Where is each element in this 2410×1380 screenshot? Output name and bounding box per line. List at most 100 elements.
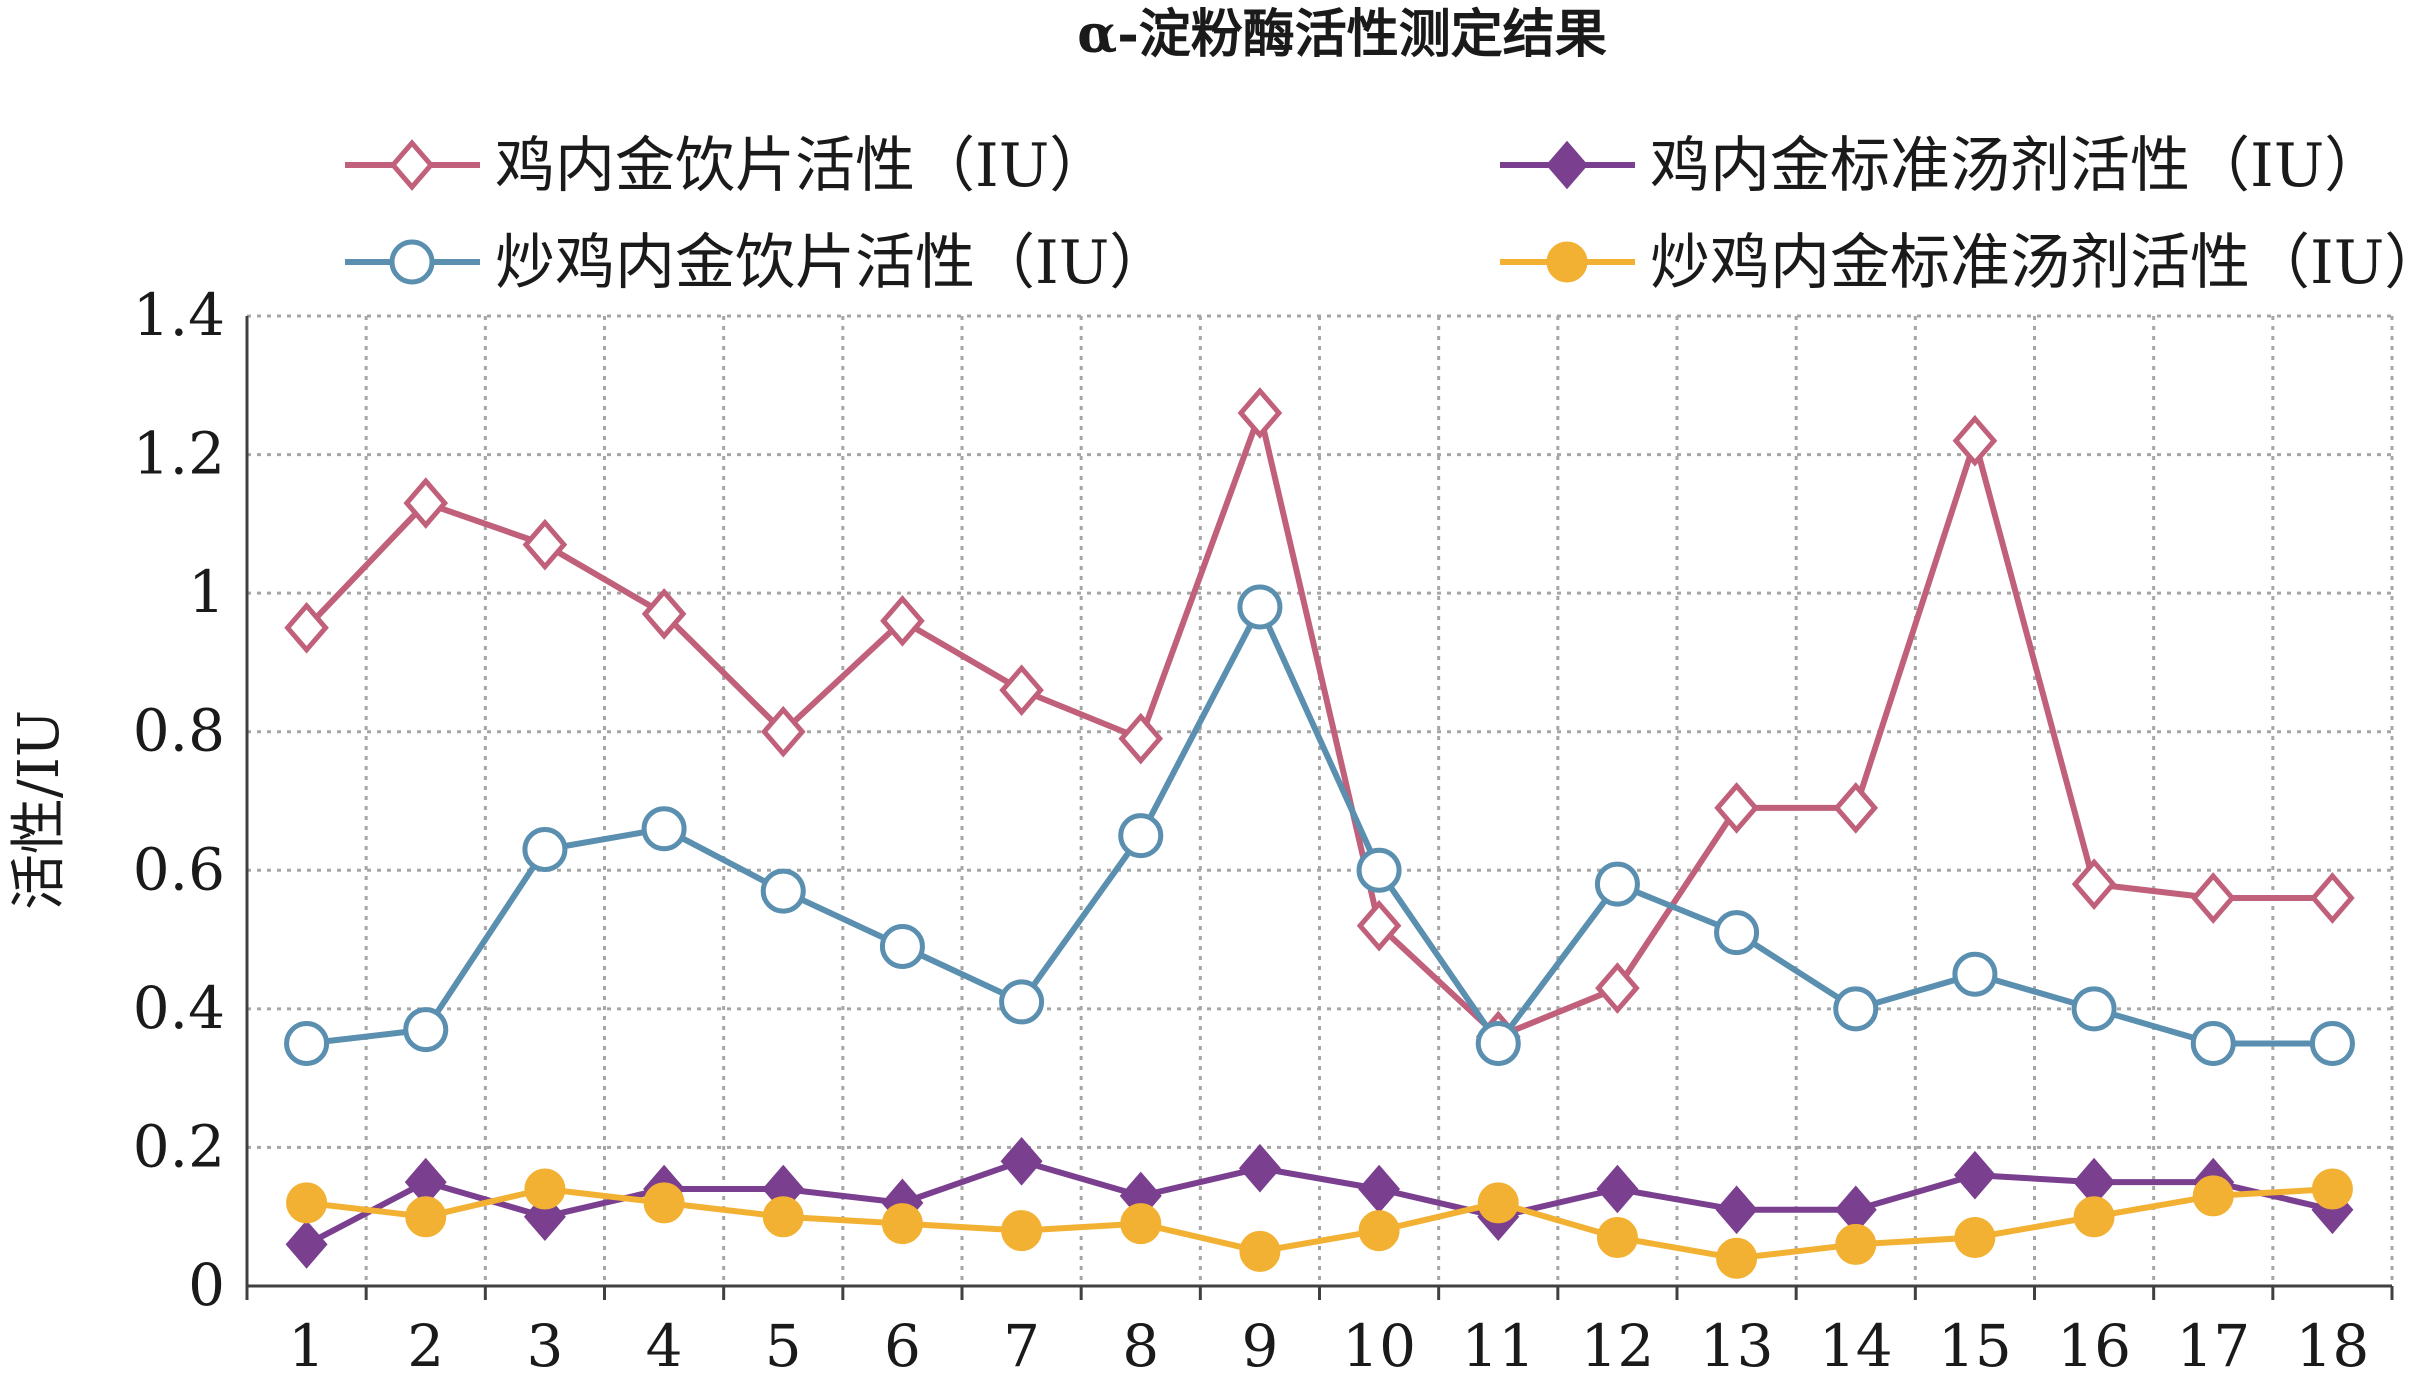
- y-tick-label: 0: [188, 1251, 225, 1319]
- x-tick-label: 7: [1003, 1312, 1040, 1380]
- data-point: [1475, 1021, 1521, 1066]
- data-point: [1000, 1136, 1043, 1186]
- data-point: [2190, 1021, 2236, 1066]
- legend-marker: [389, 139, 435, 191]
- series-4: [286, 1168, 2353, 1279]
- legend-item: 炒鸡内金饮片活性（IU）: [345, 228, 1169, 298]
- data-point: [284, 601, 329, 654]
- data-point: [999, 664, 1044, 716]
- x-tick-label: 17: [2176, 1312, 2250, 1380]
- data-point: [2310, 872, 2355, 924]
- data-point: [1118, 712, 1164, 765]
- data-point: [1358, 1210, 1400, 1252]
- data-point: [1239, 1230, 1281, 1272]
- data-point: [2073, 1196, 2115, 1238]
- data-point: [403, 1007, 449, 1053]
- data-point: [643, 1182, 685, 1224]
- y-tick-label: 0.8: [133, 697, 225, 765]
- data-point: [524, 1168, 566, 1210]
- legend-item: 鸡内金饮片活性（IU）: [345, 131, 1109, 201]
- data-point: [1001, 1210, 1043, 1252]
- data-point: [999, 979, 1045, 1025]
- data-point: [1714, 782, 1759, 834]
- data-point: [1954, 1217, 1996, 1258]
- data-point: [286, 1182, 328, 1224]
- data-point: [1595, 962, 1640, 1014]
- x-tick-label: 8: [1122, 1312, 1159, 1380]
- legend-marker: [1546, 241, 1588, 283]
- legend-label: 鸡内金饮片活性（IU）: [495, 131, 1109, 201]
- y-tick-label: 0.4: [133, 974, 225, 1042]
- y-tick-label: 0.6: [133, 835, 225, 903]
- x-tick-label: 3: [526, 1312, 563, 1380]
- data-point: [1596, 1217, 1638, 1258]
- legend-marker: [1546, 140, 1588, 190]
- legend-label: 炒鸡内金标准汤剂活性（IU）: [1650, 228, 2410, 298]
- data-point: [1715, 1185, 1758, 1235]
- data-point: [1237, 584, 1283, 630]
- data-point: [1594, 861, 1640, 907]
- data-point: [1833, 986, 1879, 1032]
- legend-item: 鸡内金标准汤剂活性（IU）: [1500, 131, 2384, 201]
- data-point: [641, 806, 687, 852]
- x-tick-labels: 1 2 3 4 5 6 7 8 9 10 11 12 13 14 15 16 17 18: [288, 1312, 2369, 1380]
- y-tick-label: 1.4: [133, 281, 225, 349]
- x-tick-label: 11: [1461, 1312, 1535, 1380]
- x-tick-label: 16: [2057, 1312, 2131, 1380]
- x-tick-label: 6: [884, 1312, 921, 1380]
- data-point: [285, 1220, 328, 1269]
- data-point: [2309, 1021, 2355, 1066]
- legend-marker: [389, 239, 435, 285]
- data-point: [1952, 414, 1998, 467]
- data-point: [880, 595, 925, 647]
- x-tick-label: 2: [407, 1312, 444, 1380]
- data-point: [1716, 1237, 1758, 1279]
- series-line: [304, 410, 2333, 1040]
- data-point: [1356, 847, 1402, 893]
- x-tick-label: 5: [765, 1312, 802, 1380]
- data-point: [1358, 1164, 1401, 1214]
- data-point: [762, 1196, 804, 1238]
- data-point: [760, 868, 806, 914]
- data-point: [2190, 872, 2236, 924]
- y-axis-title: 活性/IU: [7, 710, 72, 910]
- data-point: [1356, 899, 1402, 952]
- data-point: [1835, 1223, 1877, 1265]
- data-point: [1596, 1164, 1639, 1214]
- legend-label: 炒鸡内金饮片活性（IU）: [495, 228, 1169, 298]
- x-tick-label: 4: [646, 1312, 683, 1380]
- data-point: [1952, 951, 1998, 997]
- x-tick-label: 15: [1938, 1312, 2012, 1380]
- x-tick-label: 9: [1241, 1312, 1278, 1380]
- series-line: [305, 1158, 2334, 1248]
- chart-title: α-淀粉酶活性测定结果: [1077, 4, 1607, 65]
- data-point: [522, 827, 568, 872]
- data-point: [881, 1203, 923, 1245]
- legend-item: 炒鸡内金标准汤剂活性（IU）: [1500, 228, 2410, 298]
- y-tick-label: 1: [188, 558, 225, 626]
- legend: 鸡内金饮片活性（IU） 鸡内金标准汤剂活性（IU） 炒鸡内金饮片活性（IU） 炒鸡内金…: [345, 131, 2410, 298]
- y-tick-label: 0.2: [133, 1112, 225, 1180]
- data-point: [2311, 1168, 2353, 1210]
- data-point: [405, 1196, 447, 1238]
- x-tick-label: 18: [2296, 1312, 2370, 1380]
- series-layer: [284, 387, 2355, 1279]
- data-point: [1238, 1143, 1281, 1193]
- axes: [245, 316, 2394, 1300]
- data-point: [879, 924, 925, 969]
- data-point: [284, 1021, 330, 1066]
- data-point: [2071, 858, 2117, 910]
- x-tick-label: 14: [1819, 1312, 1893, 1380]
- data-point: [1477, 1182, 1519, 1224]
- data-point: [403, 477, 449, 529]
- data-point: [1953, 1150, 1996, 1200]
- series-1: [284, 387, 2355, 1063]
- series-3: [284, 584, 2355, 1066]
- x-tick-label: 1: [288, 1312, 325, 1380]
- data-point: [2192, 1175, 2234, 1217]
- y-tick-labels: 0 0.2 0.4 0.6 0.8 1 1.2 1.4: [133, 281, 225, 1319]
- legend-label: 鸡内金标准汤剂活性（IU）: [1650, 131, 2384, 201]
- data-point: [522, 518, 568, 571]
- x-tick-label: 12: [1581, 1312, 1655, 1380]
